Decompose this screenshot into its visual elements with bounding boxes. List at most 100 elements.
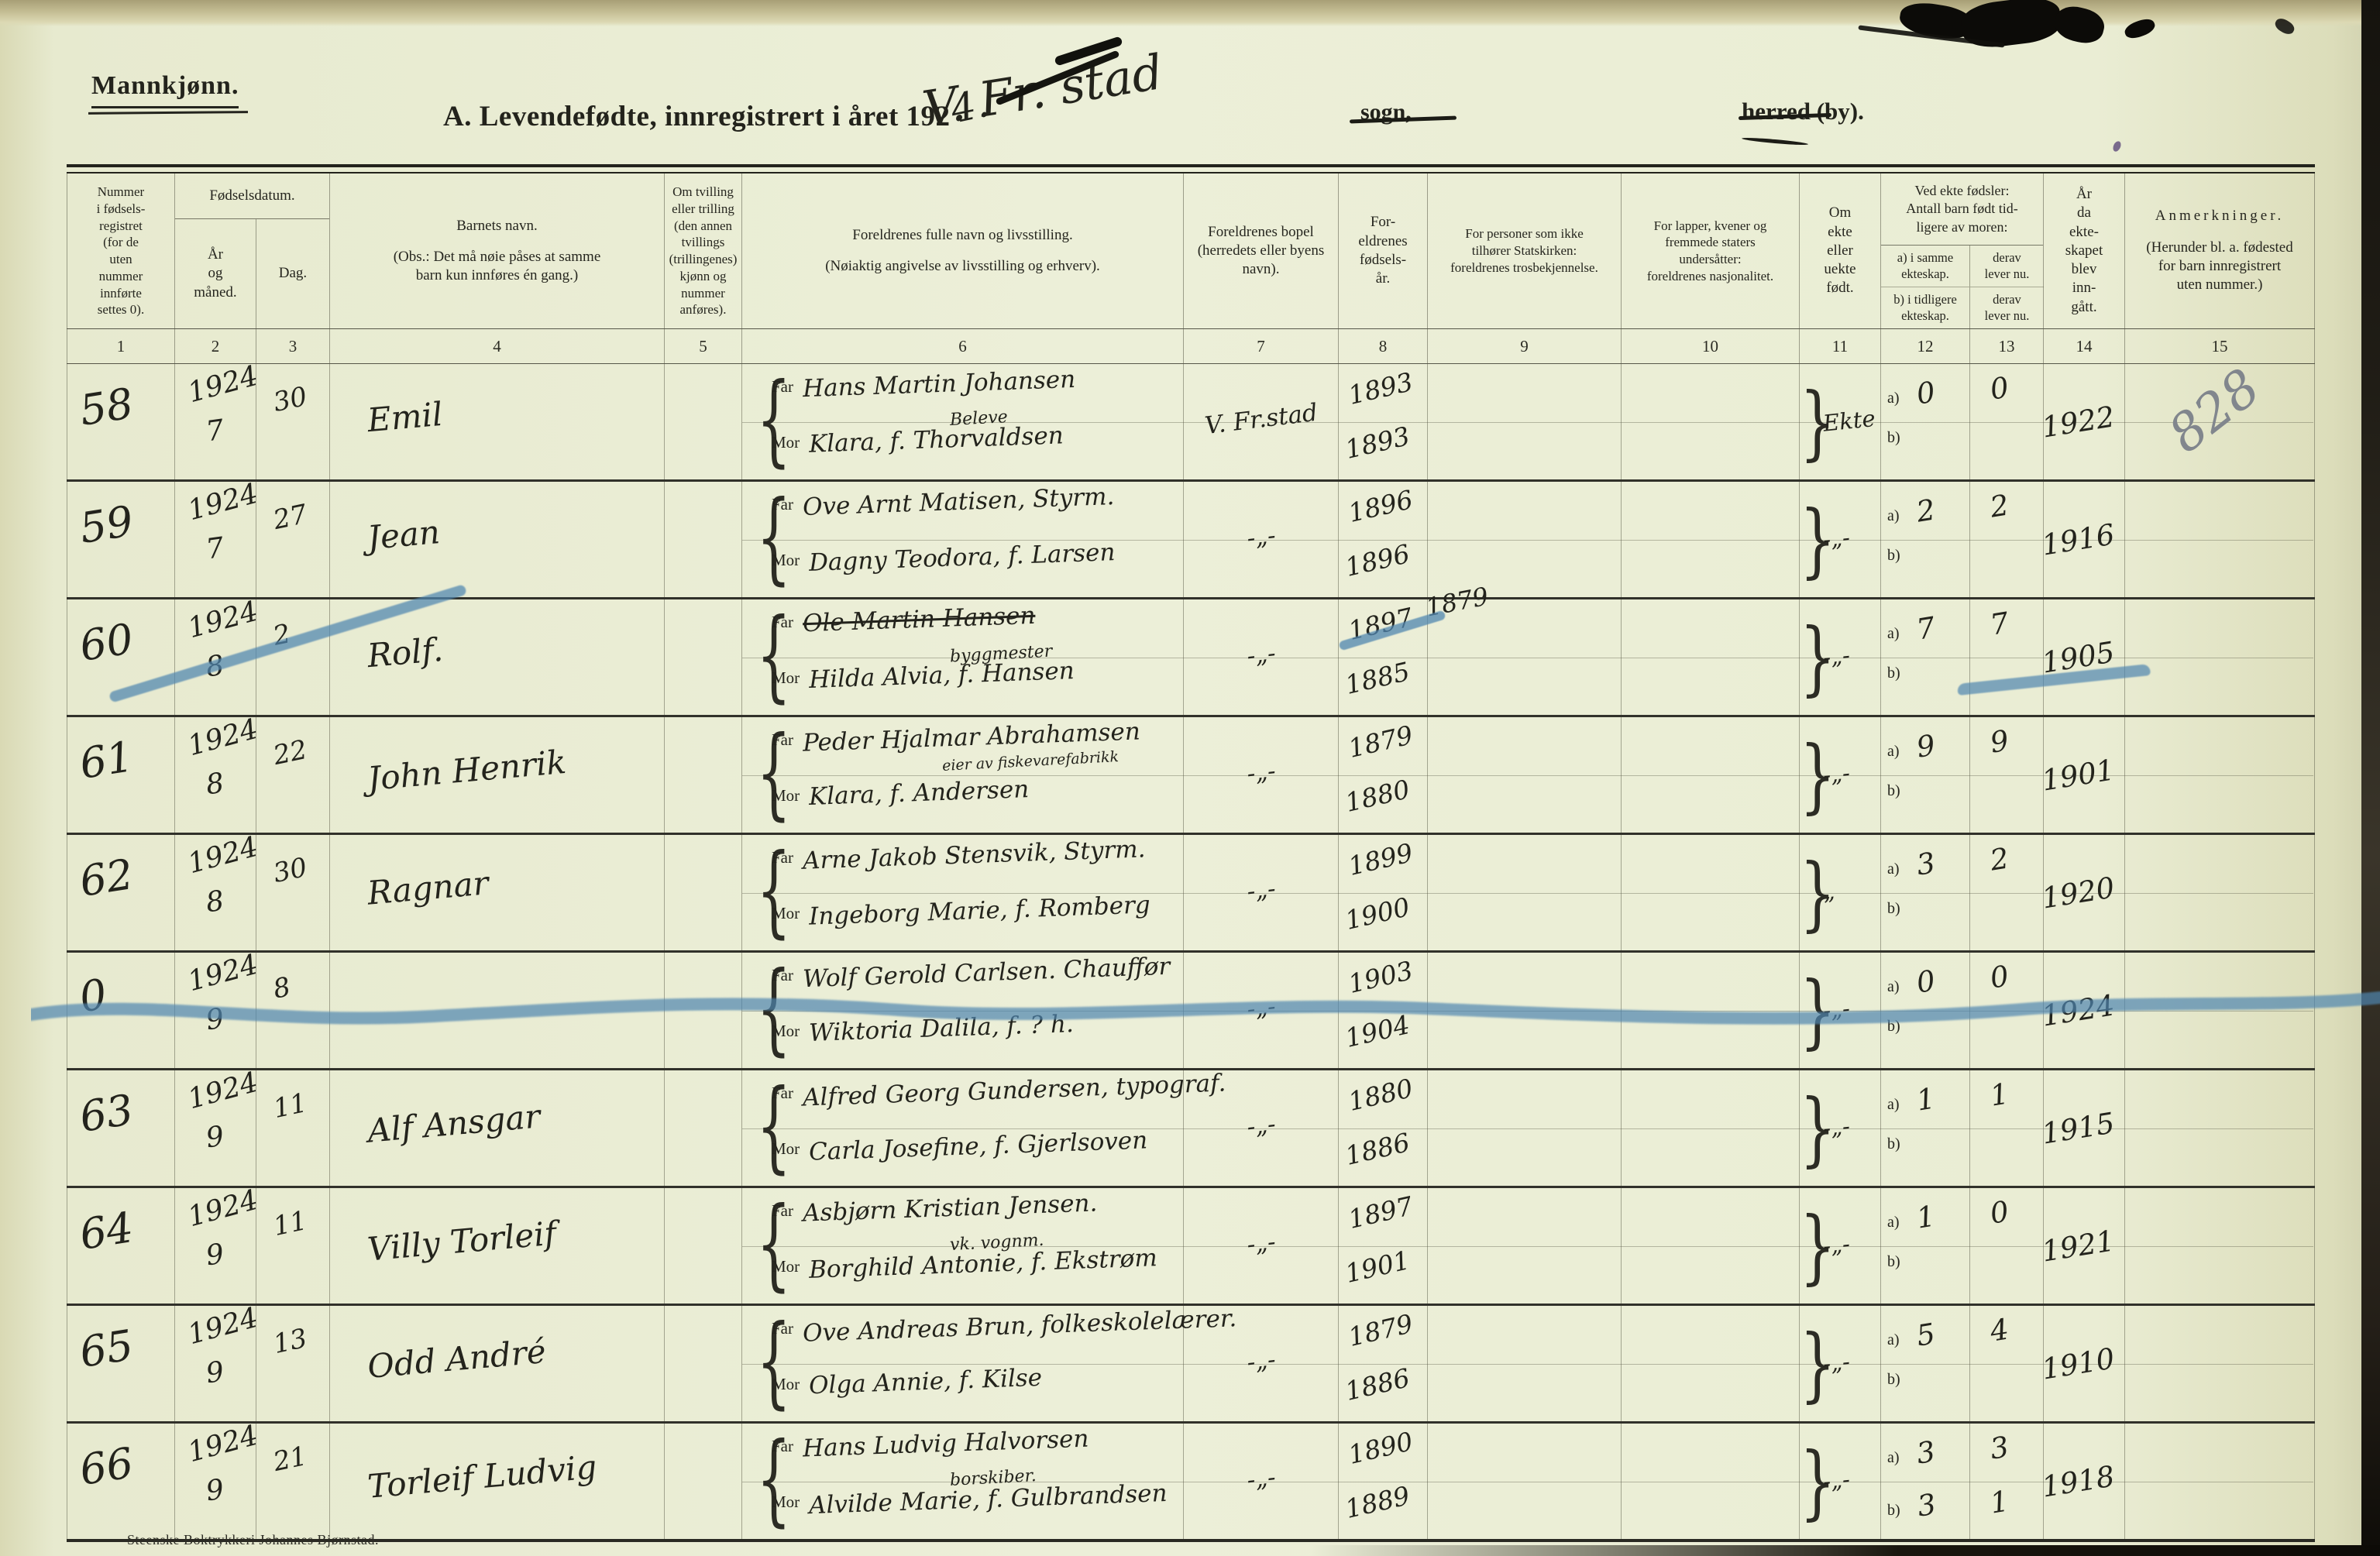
header-marriage-year: År da ekte- skapet blev inn- gått. <box>2044 173 2125 328</box>
register-number: 61 <box>76 732 137 788</box>
mother-line: Mor Klara, f. Thorvaldsen <box>772 421 1064 458</box>
legitimate-mark: -„- <box>1821 641 1852 671</box>
table-row: 0 1924 9 8 { Far Wolf Gerold Carlsen. Cha… <box>31 949 2380 1070</box>
birth-month: 7 <box>204 414 226 448</box>
cell-residence: -„- <box>1184 1306 1339 1421</box>
cell-prior-children: a) 0 b) <box>1881 364 1970 479</box>
cell-twin <box>665 599 742 715</box>
cell-year-month: 1924 7 <box>175 360 261 479</box>
marriage-year: 1922 <box>2039 399 2117 445</box>
father-line: Far Asbjørn Kristian Jensen. <box>772 1189 1098 1227</box>
marriage-year: 1918 <box>2039 1458 2117 1504</box>
cell-parents: { Far Hans Martin Johansen Mor Klara, f. T… <box>742 364 1184 479</box>
header-remarks-note: (Herunder bl. a. fødested for barn innre… <box>2146 239 2293 294</box>
register-number: 60 <box>76 614 137 671</box>
header-same-marriage: a) i samme ekteskap. <box>1881 246 1970 287</box>
cell-residence: -„- <box>1184 717 1339 833</box>
mother-line: Mor Alvilde Marie, f. Gulbrandsen <box>772 1479 1168 1520</box>
cell-religion <box>1428 482 1622 597</box>
cell-marriage-year: 1922 <box>2040 364 2125 479</box>
mother-birthyear: 1904 <box>1342 1009 1413 1053</box>
table-row: 64 1924 9 11 Villy Torleif { Far Asbjørn … <box>67 1184 2315 1306</box>
birth-month: 9 <box>204 1002 226 1037</box>
label-b: b) <box>1887 1502 1900 1519</box>
father-label: Far <box>772 1437 793 1455</box>
header-remarks-title: Anmerkninger. <box>2155 208 2285 225</box>
living-now-a: 0 <box>1987 1194 2011 1231</box>
cell-twin <box>665 1306 742 1421</box>
left-brace: { <box>756 714 792 830</box>
cell-living-now: 0 <box>1970 364 2044 479</box>
cell-legitimate: } -„- <box>1800 717 1881 833</box>
living-now-a: 0 <box>1987 959 2011 995</box>
cell-legitimate: } -„- <box>1800 599 1881 715</box>
cell-register-number: 62 <box>67 835 175 950</box>
label-a: a) <box>1887 743 1900 760</box>
cell-remarks <box>2125 599 2315 715</box>
cell-day: 30 <box>256 364 330 479</box>
cell-parent-birthyears: 1890 1889 <box>1339 1424 1428 1539</box>
residence: V. Fr.stad <box>1202 398 1319 440</box>
cell-parent-birthyears: 1879 1880 <box>1339 717 1428 833</box>
prior-children-a: 0 <box>1914 375 1938 411</box>
left-brace: { <box>756 1067 792 1183</box>
label-b: b) <box>1887 547 1900 564</box>
cell-year-month: 1924 8 <box>175 713 261 833</box>
cell-legitimate: } -„- <box>1800 1306 1881 1421</box>
cell-living-now: 0 <box>1970 1188 2044 1304</box>
cell-remarks <box>2125 1188 2315 1304</box>
table-row: 62 1924 8 30 Ragnar { Far Arne Jakob Sten… <box>67 831 2315 953</box>
mother-name: Klara, f. Thorvaldsen <box>808 421 1064 459</box>
cell-register-number: 64 <box>67 1188 175 1304</box>
right-brace: } <box>1799 610 1836 705</box>
left-brace: { <box>756 361 792 477</box>
right-brace: } <box>1799 492 1836 587</box>
cell-legitimate: } -„- <box>1800 482 1881 597</box>
header-child-name-note: (Obs.: Det må nøie påses at samme barn k… <box>393 248 601 284</box>
father-label: Far <box>772 377 793 396</box>
mother-birthyear: 1893 <box>1342 421 1413 465</box>
cell-marriage-year: 1916 <box>2040 482 2125 597</box>
table-top-rule <box>67 164 2315 173</box>
cell-nationality <box>1622 1306 1800 1421</box>
father-name: Arne Jakob Stensvik, Styrm. <box>802 835 1147 875</box>
cell-nationality <box>1622 1424 1800 1539</box>
living-now-a: 0 <box>1987 370 2011 407</box>
mother-label: Mor <box>772 786 800 805</box>
cell-religion <box>1428 364 1622 479</box>
label-a: a) <box>1887 625 1900 642</box>
father-line: Far Peder Hjalmar Abrahamsen <box>772 717 1140 757</box>
birth-year: 1924 <box>184 477 262 527</box>
cell-living-now: 3 1 <box>1970 1424 2044 1539</box>
cell-day: 2 <box>256 599 330 715</box>
cell-register-number: 61 <box>67 717 175 833</box>
birth-month: 9 <box>204 1238 226 1273</box>
header-remarks: Anmerkninger. (Herunder bl. a. fødested … <box>2125 173 2315 328</box>
residence: -„- <box>1244 520 1278 553</box>
table-header-row: Nummer i fødsels- registret (for de uten… <box>67 173 2315 329</box>
cell-year-month: 1924 9 <box>175 949 261 1068</box>
father-line: Far Arne Jakob Stensvik, Styrm. <box>772 835 1146 874</box>
column-number: 5 <box>665 329 742 363</box>
mother-line: Mor Klara, f. Andersen <box>772 775 1030 811</box>
column-number: 3 <box>256 329 330 363</box>
cell-parent-birthyears: 1893 1893 <box>1339 364 1428 479</box>
label-a: a) <box>1887 1331 1900 1348</box>
label-a: a) <box>1887 390 1900 407</box>
birth-day: 21 <box>270 1440 310 1479</box>
legitimate-mark: -„- <box>1821 1465 1852 1495</box>
marriage-year: 1915 <box>2039 1105 2117 1151</box>
father-line: Far Alfred Georg Gundersen, typograf. <box>772 1069 1226 1111</box>
header-nationality: For lapper, kvener og fremmede staters u… <box>1622 173 1800 328</box>
column-number: 4 <box>330 329 665 363</box>
father-label: Far <box>772 1084 793 1102</box>
father-label: Far <box>772 848 793 867</box>
cell-legitimate: } -„- <box>1800 1188 1881 1304</box>
birth-month: 7 <box>204 531 226 566</box>
header-parents-note: (Nøiaktig angivelse av livsstilling og e… <box>825 258 1100 274</box>
legitimate-mark: -„- <box>1821 1112 1852 1142</box>
birth-year: 1924 <box>184 948 262 998</box>
cell-parent-birthyears: 1897 1901 <box>1339 1188 1428 1304</box>
header-living-now-b: derav lever nu. <box>1984 292 2030 324</box>
cell-residence: -„- <box>1184 1188 1339 1304</box>
